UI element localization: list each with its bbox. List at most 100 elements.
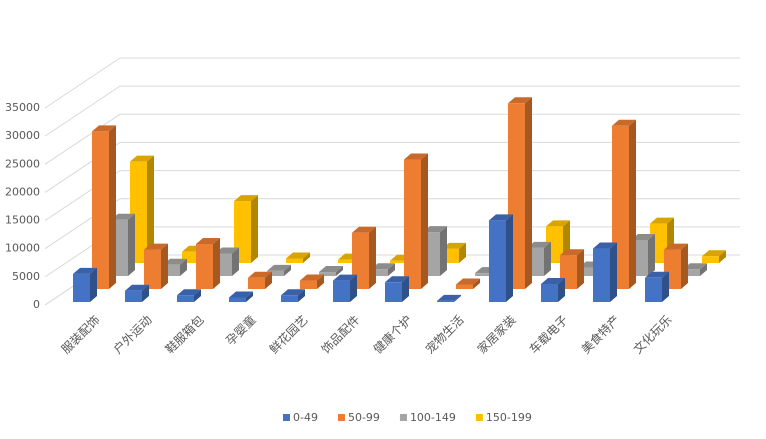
bar-top (645, 271, 669, 278)
bar (196, 237, 220, 289)
bar-front (177, 295, 194, 302)
bar-top (144, 243, 168, 250)
bar-side (681, 243, 688, 289)
bar-top (196, 237, 220, 244)
bar (371, 263, 395, 276)
bar-top (527, 241, 551, 248)
x-tick-label: 饰品配件 (319, 313, 363, 357)
bar-top (163, 258, 187, 265)
grid-line (44, 57, 740, 109)
bar-side (246, 291, 253, 302)
bar-top (489, 214, 513, 221)
bar-top (229, 291, 253, 298)
bar (73, 267, 97, 302)
bar-top (125, 284, 149, 291)
bar-front (645, 277, 662, 302)
bar-front (248, 277, 265, 289)
bar (645, 271, 669, 302)
bar (300, 274, 324, 289)
bar-front (73, 273, 90, 302)
bar (333, 274, 357, 302)
bar-side (251, 195, 258, 263)
bar-front (182, 251, 199, 263)
bar-front (338, 259, 355, 263)
bar-front (456, 284, 473, 289)
bar-front (475, 273, 492, 276)
bar-front (286, 258, 303, 263)
bar-front (593, 248, 610, 302)
bar-top (130, 155, 154, 162)
y-tick-label: 15000 (5, 214, 40, 227)
bar-side (317, 274, 324, 289)
bar-side (336, 266, 343, 276)
bar-side (180, 258, 187, 276)
bar-front (319, 272, 336, 276)
bar-top (650, 217, 674, 224)
y-tick-label: 30000 (5, 129, 40, 142)
x-tick-label: 家居家装 (474, 312, 519, 357)
bar-side (440, 226, 447, 276)
grid-line (44, 85, 740, 137)
bar-front (125, 290, 142, 302)
bar-side (90, 267, 97, 302)
bar-top (267, 264, 291, 271)
bar-top (286, 252, 310, 259)
grid-line (44, 113, 740, 165)
bar-side (700, 263, 707, 276)
bar (612, 119, 636, 290)
bar-side (232, 247, 239, 276)
legend-label: 0-49 (293, 411, 318, 424)
bar-top (437, 294, 461, 301)
bar (319, 266, 343, 276)
bar (489, 214, 513, 302)
bar-side (525, 97, 532, 289)
bar-side (454, 294, 461, 302)
bar-front (579, 267, 596, 276)
bar-top (300, 274, 324, 281)
bar-side (147, 155, 154, 263)
bar-side (662, 271, 669, 302)
bar-front (196, 243, 213, 289)
bar (593, 242, 617, 302)
bar (177, 289, 201, 302)
bar-top (683, 263, 707, 270)
grid-line (44, 198, 740, 250)
bar-front (333, 280, 350, 302)
bar-top (333, 274, 357, 281)
bar-front (300, 280, 317, 289)
bar-top (423, 226, 447, 233)
bar-side (265, 271, 272, 289)
bar-side (350, 274, 357, 302)
bar-top (631, 233, 655, 240)
bar (125, 284, 149, 302)
bar-top (404, 153, 428, 160)
bar (229, 291, 253, 302)
legend-swatch (475, 414, 483, 421)
x-tick-label: 文化玩乐 (630, 312, 675, 357)
bar-top (612, 119, 636, 126)
bar-front (541, 283, 558, 302)
legend-swatch (283, 414, 290, 421)
bar-side (544, 241, 551, 276)
bar-front (385, 282, 402, 302)
bar-top (456, 278, 480, 285)
grid-line (44, 141, 740, 193)
bar-front (163, 264, 180, 276)
x-tick-label: 鞋服箱包 (162, 312, 207, 357)
y-tick-label: 20000 (5, 185, 40, 198)
y-tick-label: 5000 (12, 270, 40, 283)
bar-side (719, 250, 726, 263)
bar-top (177, 289, 201, 296)
bar-top (385, 276, 409, 283)
bar-side (577, 249, 584, 289)
legend-label: 100-149 (410, 411, 456, 424)
bar-side (369, 226, 376, 289)
legend-swatch (399, 414, 407, 421)
bar-top (702, 250, 726, 257)
bar (702, 250, 726, 263)
bar-front (390, 260, 407, 263)
grid-line (44, 170, 740, 221)
bar-top (371, 263, 395, 270)
bar-front (702, 256, 719, 263)
bar-top (593, 242, 617, 249)
